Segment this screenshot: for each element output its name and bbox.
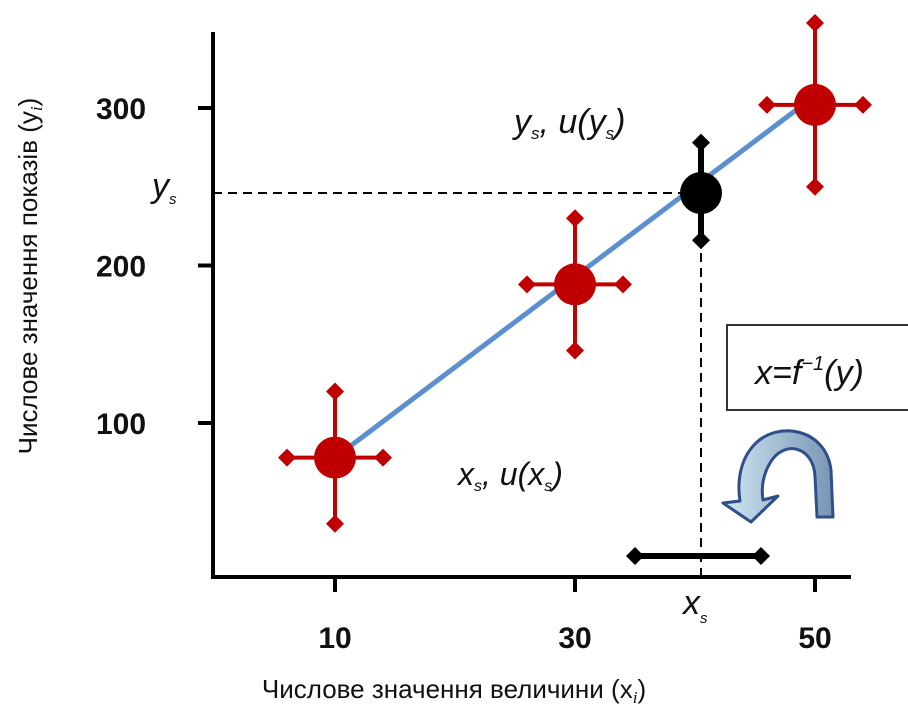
error-cap [758,95,776,114]
x-tick-label: 30 [558,622,591,655]
error-cap [692,231,710,250]
inverse-function-box: x=f−1(y) [726,324,908,411]
error-cap [326,514,344,533]
error-cap [566,209,584,228]
y-tick-label: 200 [96,251,146,284]
calibration-marker [554,263,596,306]
calibration-point [518,209,632,360]
annotation-xs-uxs: xs, u(xs) [456,456,563,495]
error-cap [806,13,824,32]
x-tick-label: 10 [318,622,351,655]
calibration-point [758,13,872,196]
x-ticks: 10 30 50 [318,577,832,655]
calibration-marker [314,436,356,479]
sample-y-label: ys [150,167,177,208]
error-cap [626,547,644,565]
guide-lines [213,192,702,577]
y-axis-title: Числове значення показів (yi) [13,98,46,455]
error-cap [752,547,770,565]
sample-x-uncertainty-bar [626,547,770,565]
sample-marker [680,172,722,215]
sample-x-label: xs [681,584,708,627]
calibration-point [278,382,392,533]
x-tick-label: 50 [798,622,831,655]
data-markers [278,13,872,533]
y-ticks: 100 200 300 [96,93,213,441]
error-cap [374,448,392,467]
y-tick-label: 100 [96,408,146,441]
error-cap [278,448,296,467]
calibration-marker [794,83,836,126]
error-cap [566,341,584,360]
error-cap [614,275,632,294]
error-cap [854,95,872,114]
y-tick-label: 300 [96,93,146,126]
error-cap [326,382,344,401]
sample-point [680,133,722,250]
x-axis-title: Числове значення величини (xi) [262,674,646,707]
error-cap [518,275,536,294]
annotation-ys-uys: ys, u(ys) [512,103,625,143]
svg-text:x=f−1(y): x=f−1(y) [753,353,864,392]
inverse-arrow-icon [721,429,835,524]
error-cap [806,177,824,196]
error-cap [692,133,710,152]
